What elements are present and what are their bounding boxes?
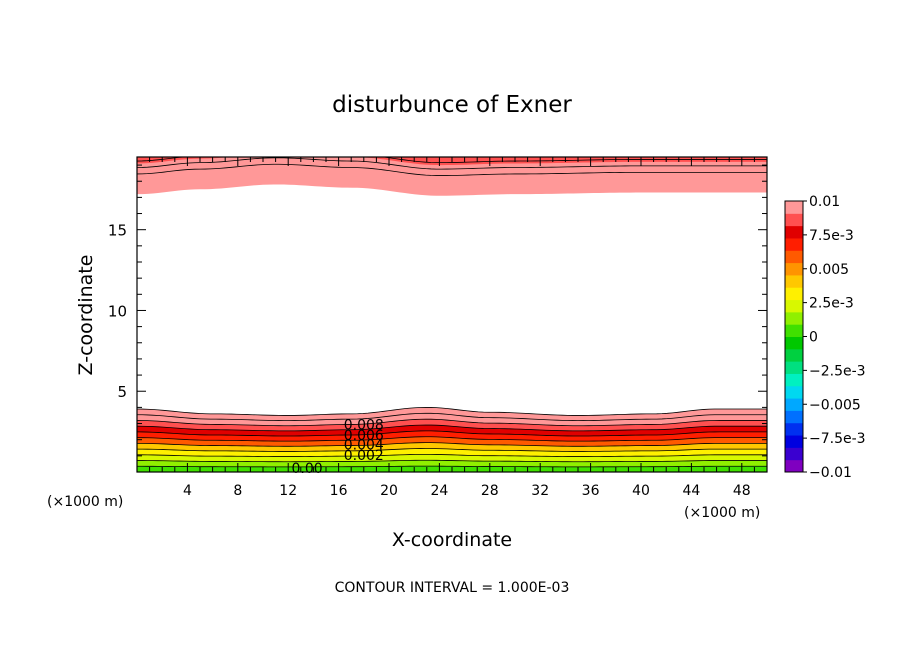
colorbar-swatch [785, 311, 803, 325]
contour-line [136, 163, 767, 176]
colorbar-swatch [785, 336, 803, 350]
y-tick-label: 5 [117, 383, 127, 401]
colorbar-label: 0 [809, 330, 818, 346]
contour-line [136, 406, 767, 416]
colorbar-label: 7.5e-3 [809, 228, 854, 244]
colorbar: 0.01 7.5e-3 0.005 2.5e-3 0 −2.5e-3 −0.005 −7.5e… [784, 194, 866, 481]
contour-line [136, 418, 767, 427]
contour-label: 0.002 [344, 448, 384, 464]
colorbar-label: 2.5e-3 [809, 296, 854, 312]
contour-label: 0.004 [344, 438, 384, 454]
contour-line [136, 448, 767, 452]
colorbar-swatch [785, 324, 803, 337]
x-tick-label: 40 [632, 483, 650, 499]
contour-line [136, 412, 767, 422]
x-tick-label: 48 [733, 483, 751, 499]
colorbar-swatch [785, 213, 803, 227]
colorbar-label: 0.01 [809, 194, 840, 210]
colorbar-label: −0.01 [809, 465, 852, 481]
contour-label: 0.00 [292, 461, 323, 477]
contour-line [136, 424, 767, 432]
x-tick-label: 36 [582, 483, 600, 499]
contour-line [136, 442, 767, 447]
colorbar-swatch [785, 385, 803, 399]
x-unit-label-left: (×1000 m) [47, 494, 123, 510]
colorbar-swatch [785, 201, 803, 214]
x-tick-label: 8 [233, 483, 242, 499]
x-tick-label: 4 [183, 483, 192, 499]
contour-line [136, 436, 767, 442]
x-tick-label: 24 [430, 483, 448, 499]
contour-label: 0.006 [344, 428, 384, 444]
colorbar-swatch [785, 373, 803, 387]
colorbar-swatch [785, 398, 803, 411]
x-tick-label: 28 [481, 483, 499, 499]
contour-band-lower [137, 407, 767, 421]
contour-band-lower [137, 442, 767, 452]
contour-band-lower [137, 448, 767, 457]
colorbar-swatch [785, 237, 803, 251]
contour-band-lower [137, 419, 767, 431]
contour-interval-note: CONTOUR INTERVAL = 1.000E-03 [335, 580, 570, 596]
y-tick-label: 10 [108, 302, 127, 320]
x-tick-label: 20 [380, 483, 398, 499]
x-tick-label: 32 [531, 483, 549, 499]
colorbar-swatch [785, 435, 803, 448]
x-tick-label: 12 [279, 483, 297, 499]
colorbar-label: −2.5e-3 [809, 363, 866, 379]
colorbar-swatch [785, 459, 803, 473]
colorbar-swatch [785, 361, 803, 374]
x-axis-label: X-coordinate [392, 529, 512, 551]
contour-line [136, 459, 767, 463]
colorbar-swatch [785, 422, 803, 436]
chart-title: disturbunce of Exner [332, 92, 572, 118]
colorbar-label: 0.005 [809, 262, 849, 278]
colorbar-label: −0.005 [809, 397, 861, 413]
colorbar-swatch [785, 250, 803, 264]
colorbar-label: −7.5e-3 [809, 431, 866, 447]
contour-band-lower [137, 430, 767, 442]
y-tick-label: 15 [108, 222, 127, 240]
contour-band-lower [137, 413, 767, 426]
contour-line [136, 157, 767, 170]
colorbar-swatch [785, 225, 803, 239]
contour-line [136, 465, 767, 468]
x-tick-label: 16 [330, 483, 348, 499]
x-tick-label: 44 [682, 483, 700, 499]
contour-label: 0.008 [344, 417, 384, 433]
contour-line [136, 430, 767, 437]
colorbar-swatch [785, 447, 803, 461]
colorbar-swatch [785, 348, 803, 362]
colorbar-swatch [785, 287, 803, 301]
contour-band-lower [137, 425, 767, 437]
y-axis-label: Z-coordinate [75, 255, 97, 376]
x-unit-label-right: (×1000 m) [684, 505, 760, 521]
contour-band-lower [137, 454, 767, 462]
colorbar-swatch [785, 262, 803, 276]
contour-band-lower [137, 436, 767, 447]
colorbar-swatch [785, 299, 803, 313]
colorbar-swatch [785, 274, 803, 288]
contour-line [136, 453, 767, 457]
colorbar-swatch [785, 410, 803, 424]
